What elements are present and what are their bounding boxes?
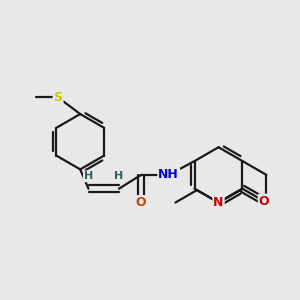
- Text: O: O: [136, 196, 146, 209]
- Text: NH: NH: [158, 168, 179, 182]
- Text: H: H: [84, 171, 93, 181]
- Text: H: H: [114, 171, 124, 181]
- Text: S: S: [54, 91, 63, 104]
- Text: N: N: [213, 196, 224, 209]
- Text: O: O: [259, 195, 269, 208]
